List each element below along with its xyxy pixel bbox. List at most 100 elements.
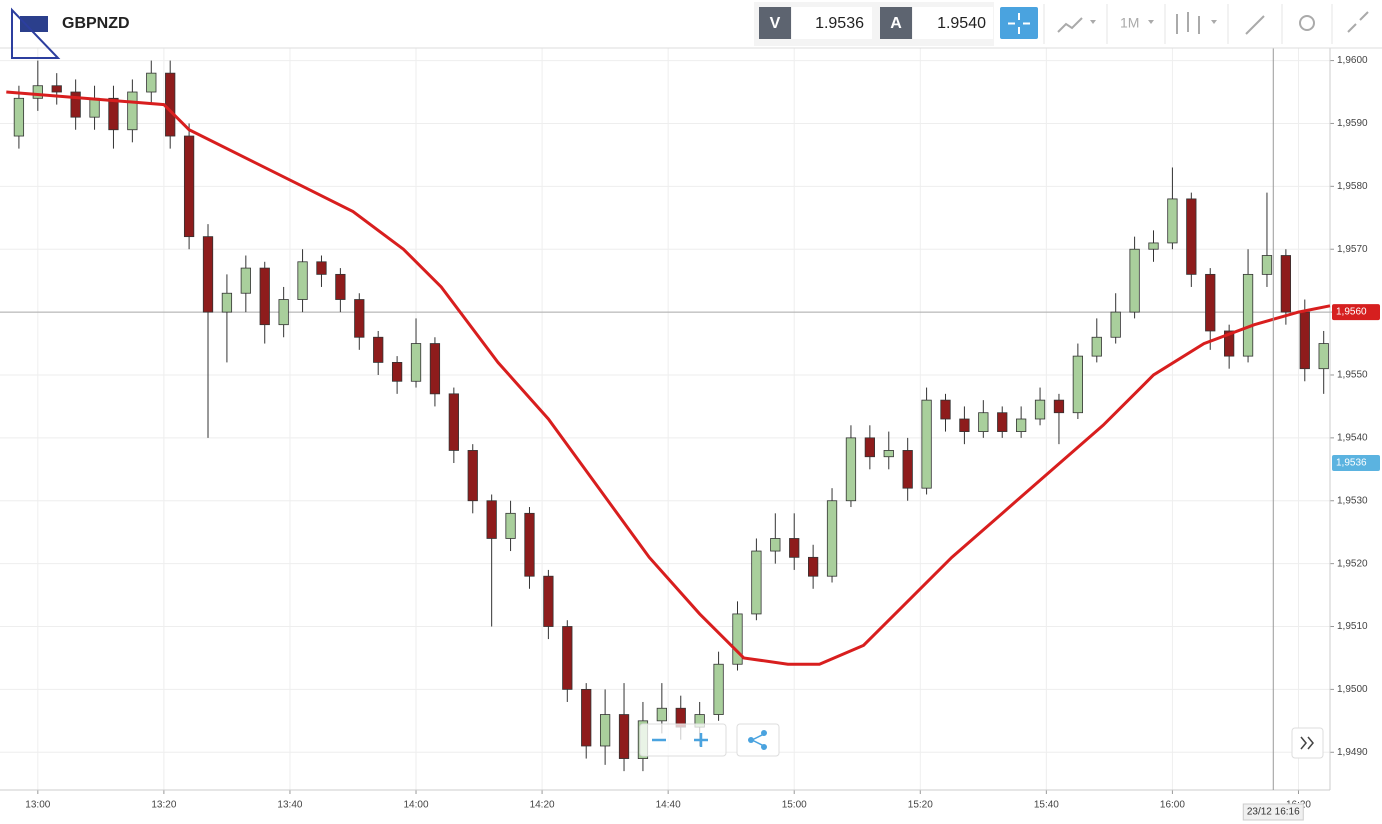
candle-body — [202, 236, 214, 313]
candle-body — [1034, 399, 1046, 420]
x-tick-label: 14:00 — [404, 800, 429, 811]
candle-body — [429, 343, 441, 395]
y-tick-label: 1,9540 — [1337, 433, 1368, 444]
flag-icon — [20, 16, 48, 32]
candle-body — [1148, 242, 1159, 250]
candle-body — [1280, 255, 1292, 313]
scroll-end-button[interactable] — [1291, 727, 1324, 759]
candle-body — [259, 267, 270, 326]
ask-button[interactable] — [880, 7, 912, 39]
candle-body — [978, 412, 989, 432]
y-tick-label: 1,9570 — [1337, 244, 1368, 255]
candle-body — [1091, 336, 1102, 357]
candle-body — [524, 512, 535, 577]
candle-body — [543, 575, 554, 627]
candle-body — [1224, 330, 1235, 357]
candle-body — [486, 500, 497, 539]
candle-body — [410, 343, 422, 382]
plot-area: 1,9490 1,9500 1,9510 1,9520 1,9530 1,9540 1,95… — [0, 48, 1380, 821]
candle-body — [751, 550, 762, 615]
candle-body — [1205, 273, 1216, 332]
candle-body — [997, 412, 1008, 432]
share-dot — [761, 730, 767, 736]
y-tick-label: 1,9580 — [1337, 181, 1368, 192]
ask-box — [913, 7, 993, 39]
candle-body — [89, 97, 100, 118]
x-tick-label: 13:40 — [277, 800, 302, 811]
candle-body — [618, 714, 630, 759]
candle-body — [902, 450, 913, 489]
candle-body — [448, 393, 459, 451]
crosshair-icon — [1008, 13, 1030, 34]
y-tick-label: 1,9550 — [1337, 370, 1368, 381]
candle-body — [1299, 311, 1310, 370]
settings-icon[interactable] — [1299, 15, 1315, 31]
candle-body — [391, 362, 403, 382]
candle-body — [1261, 255, 1273, 275]
candle-body — [864, 437, 875, 458]
moving-average — [6, 90, 1331, 666]
candle-body — [1110, 311, 1121, 338]
chart-type-icon[interactable] — [1057, 17, 1083, 33]
crosshair-button[interactable] — [1000, 7, 1038, 39]
share-button[interactable] — [736, 723, 780, 757]
x-tick-label: 15:20 — [908, 800, 933, 811]
price-marker-label: 1,9560 — [1336, 307, 1367, 318]
toolbar-icons — [1057, 11, 1369, 35]
crosshair-label-box — [1242, 803, 1304, 821]
candle-body — [13, 97, 25, 137]
x-tick-label: 13:20 — [151, 800, 176, 811]
candle-icon[interactable] — [1176, 12, 1200, 34]
candle-body — [1242, 273, 1254, 357]
zoom-icons — [652, 733, 708, 747]
ask-label: A — [890, 15, 902, 32]
candle-body — [713, 663, 724, 715]
candle-body — [959, 418, 970, 432]
price-marker — [1332, 455, 1380, 472]
y-tick-label: 1,9500 — [1337, 684, 1368, 695]
bid-price: 1.9536 — [815, 15, 864, 32]
bid-button[interactable] — [759, 7, 791, 39]
candle-body — [467, 450, 478, 502]
y-tick-label: 1,9520 — [1337, 558, 1368, 569]
x-tick-label: 15:40 — [1034, 800, 1059, 811]
candle-body — [789, 538, 800, 558]
timeframe[interactable]: 1M — [1120, 15, 1139, 31]
share-dot — [761, 744, 767, 750]
scroll-end-icon — [1300, 736, 1314, 750]
candle-body — [562, 626, 573, 690]
price-marker-label: 1,9536 — [1336, 458, 1367, 469]
y-tick-label: 1,9600 — [1337, 55, 1368, 66]
candle-body — [808, 556, 819, 577]
x-tick-label: 14:40 — [656, 800, 681, 811]
candle-body — [921, 399, 932, 489]
candle-body — [505, 512, 516, 539]
candle-body — [845, 437, 857, 502]
candle-body — [316, 261, 327, 275]
candle-body — [883, 450, 894, 458]
candle-body — [146, 72, 157, 93]
toolbar: GBPNZD V 1.9536 A 1.9540 1M — [0, 0, 1382, 59]
candle-body — [1129, 248, 1140, 313]
collapse-icon[interactable] — [1347, 11, 1369, 33]
x-tick-label: 16:00 — [1160, 800, 1185, 811]
corner-marker — [11, 7, 61, 59]
candle-body — [732, 613, 743, 665]
draw-icon[interactable] — [1245, 15, 1265, 35]
candle-body — [826, 500, 838, 577]
candle-body — [581, 688, 592, 747]
candle-body — [127, 91, 138, 131]
candle-body — [1318, 343, 1329, 370]
candle-body — [240, 267, 251, 294]
candle-body — [1186, 198, 1197, 275]
candle-body — [165, 72, 176, 137]
toolbar-separators — [1043, 4, 1333, 44]
candle-body — [183, 135, 195, 238]
candle-body — [354, 299, 365, 338]
zoom-buttons[interactable] — [639, 723, 727, 757]
x-tick-label: 14:20 — [530, 800, 555, 811]
candle-body — [1053, 399, 1065, 414]
candle-body — [297, 261, 308, 300]
